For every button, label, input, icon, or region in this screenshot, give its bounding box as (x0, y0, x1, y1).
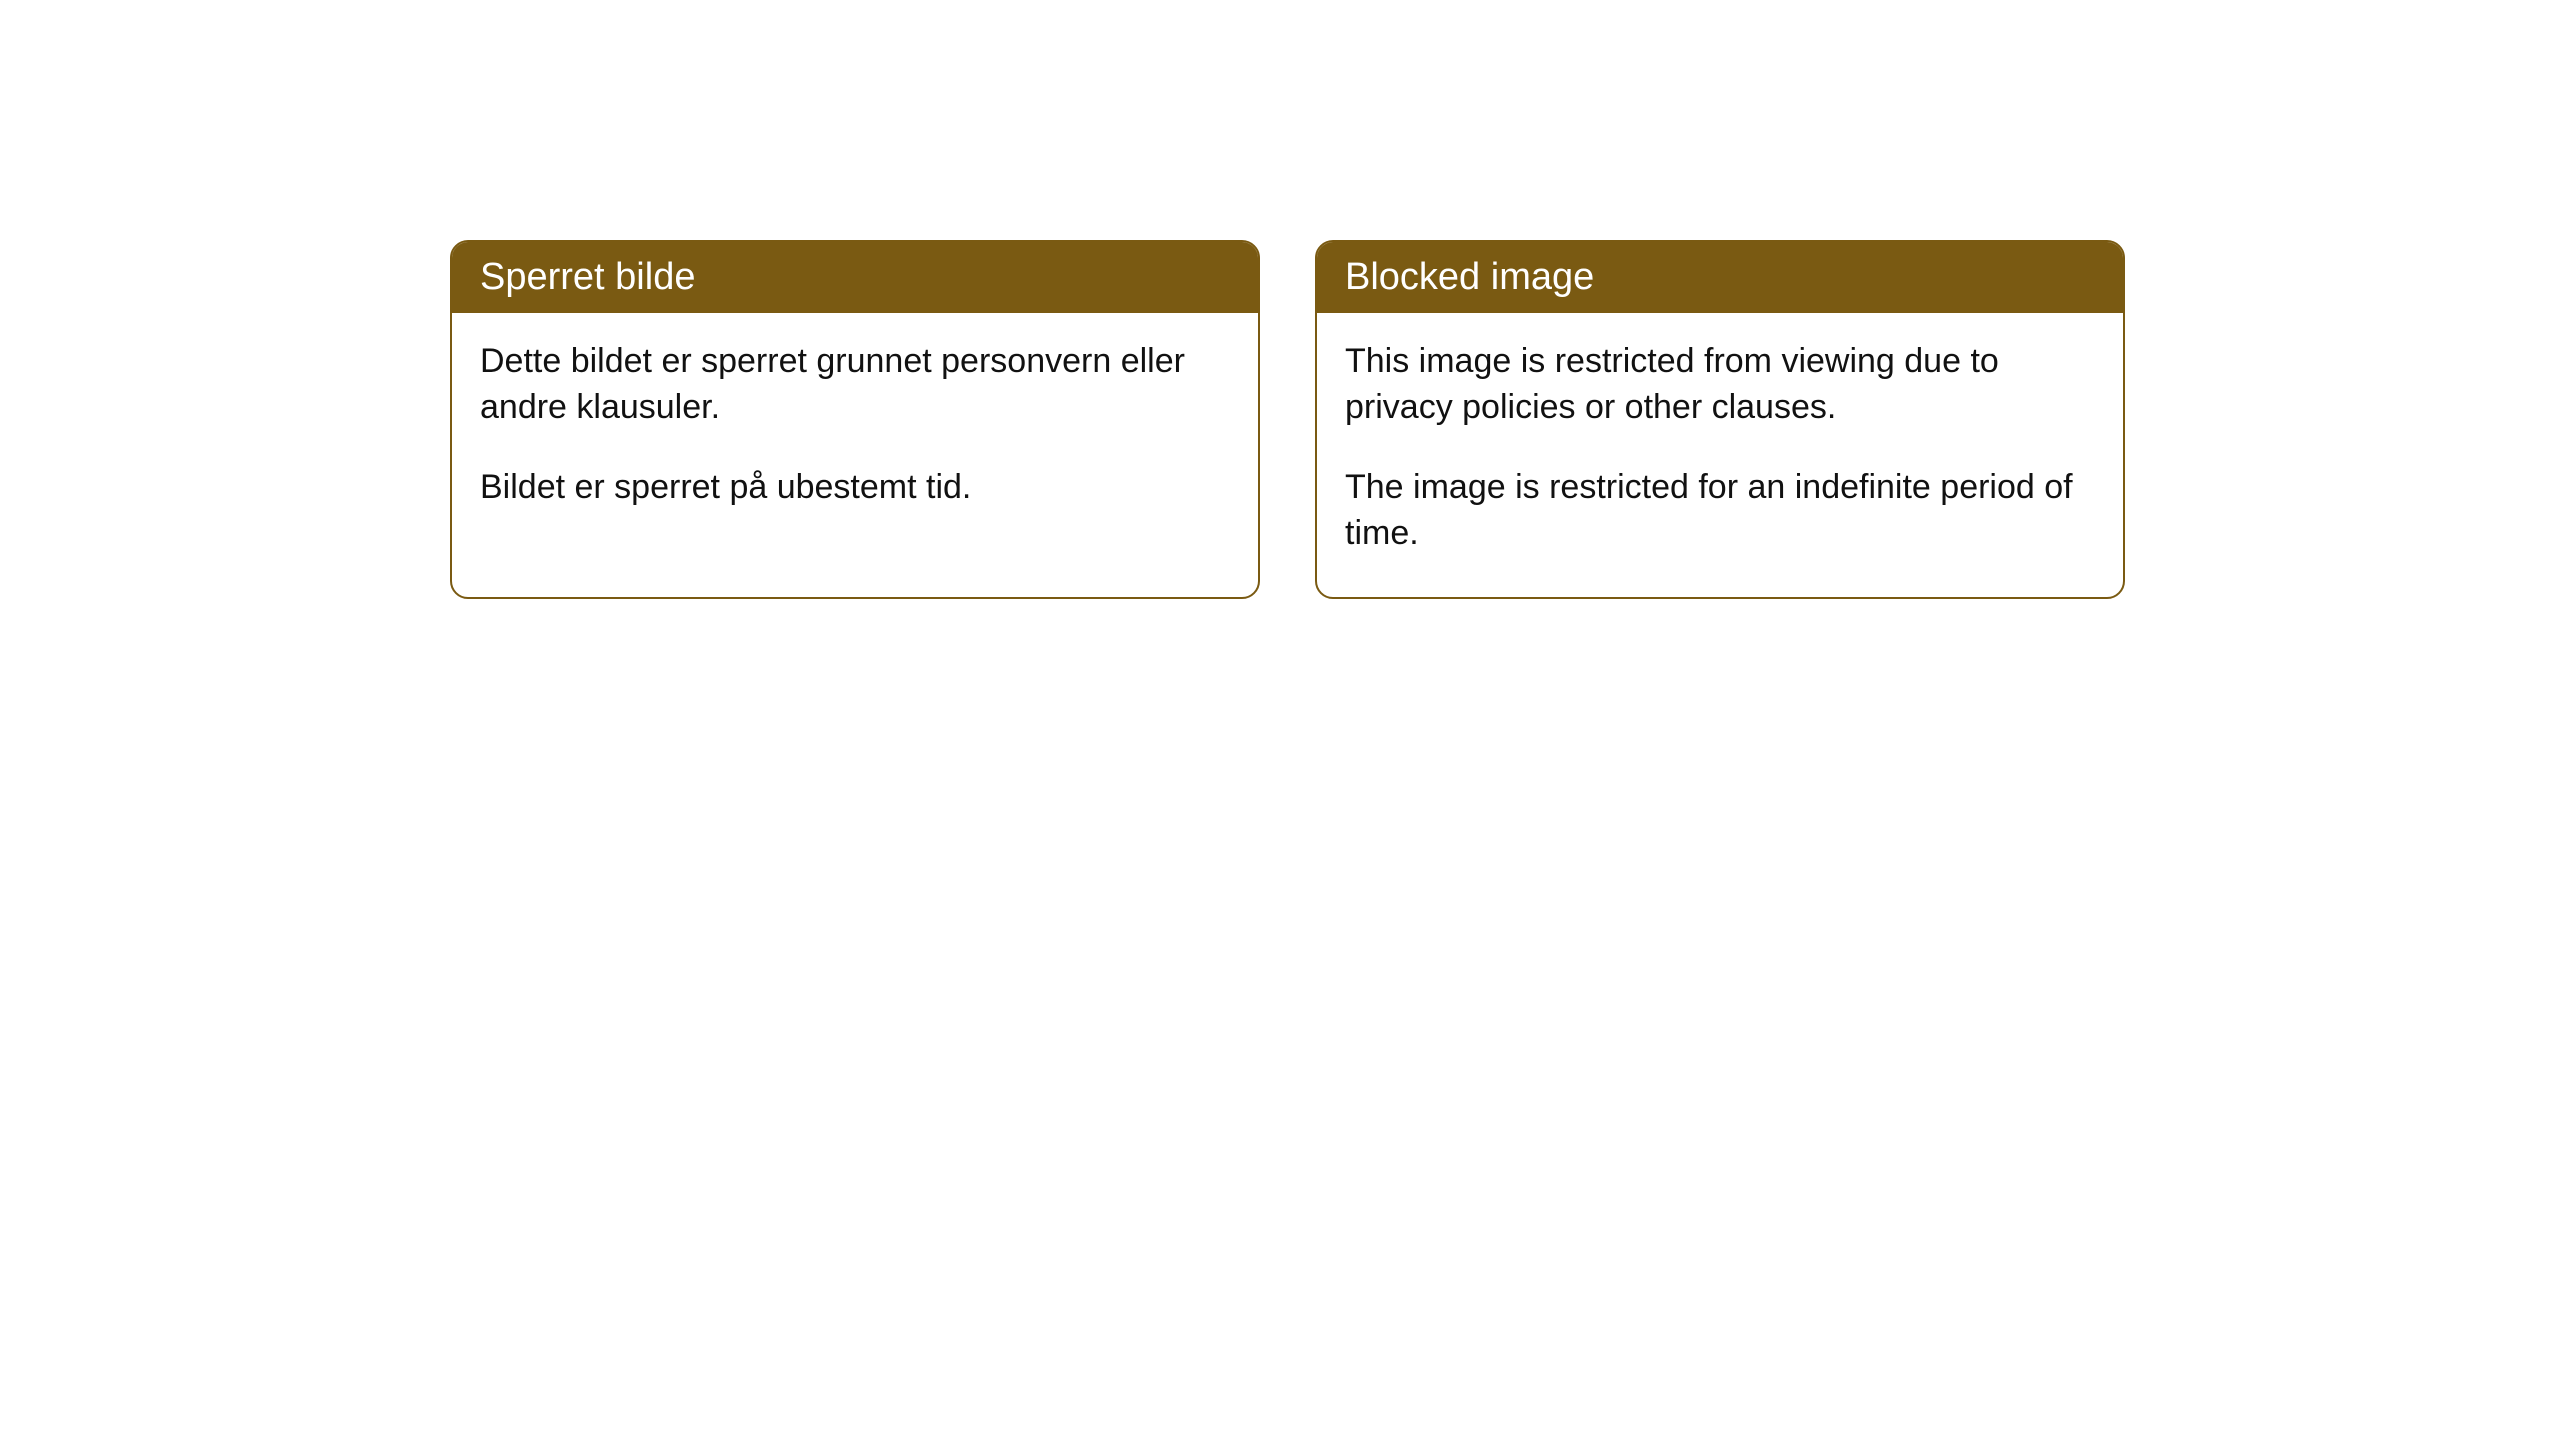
card-paragraph: This image is restricted from viewing du… (1345, 339, 2095, 431)
card-body: Dette bildet er sperret grunnet personve… (452, 313, 1258, 551)
card-header: Blocked image (1317, 242, 2123, 313)
card-header: Sperret bilde (452, 242, 1258, 313)
card-paragraph: The image is restricted for an indefinit… (1345, 465, 2095, 557)
notice-cards-container: Sperret bilde Dette bildet er sperret gr… (450, 240, 2125, 599)
card-body: This image is restricted from viewing du… (1317, 313, 2123, 597)
card-paragraph: Dette bildet er sperret grunnet personve… (480, 339, 1230, 431)
card-paragraph: Bildet er sperret på ubestemt tid. (480, 465, 1230, 511)
card-title: Sperret bilde (480, 256, 695, 298)
card-title: Blocked image (1345, 256, 1594, 298)
notice-card-norwegian: Sperret bilde Dette bildet er sperret gr… (450, 240, 1260, 599)
notice-card-english: Blocked image This image is restricted f… (1315, 240, 2125, 599)
